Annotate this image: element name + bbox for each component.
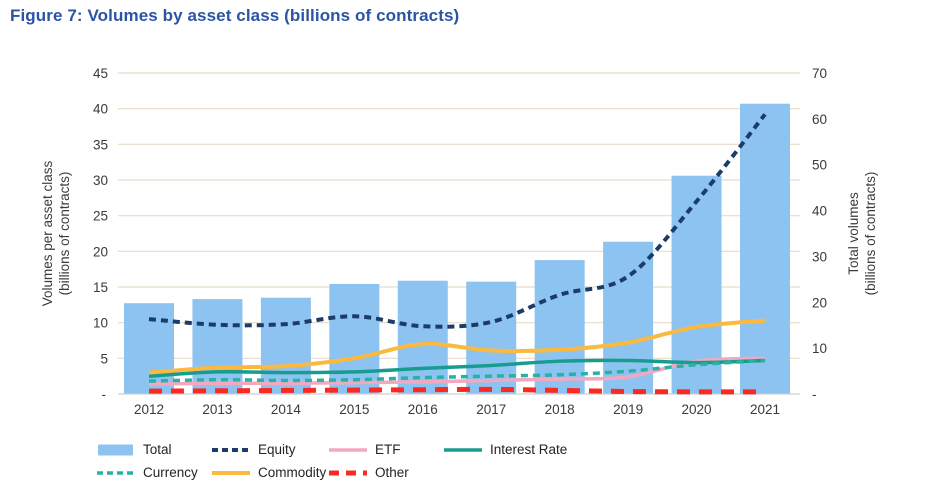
svg-text:2015: 2015 [339, 402, 369, 417]
legend-swatch-total [98, 444, 133, 456]
bar-2016 [397, 280, 448, 394]
svg-text:(billions of contracts): (billions of contracts) [57, 172, 72, 296]
line-series [148, 113, 767, 395]
left-axis-title: Volumes per asset class (billions of cont… [40, 160, 72, 306]
legend-label-total: Total [143, 442, 172, 457]
legend-swatch-currency [97, 471, 135, 475]
svg-text:2018: 2018 [545, 402, 575, 417]
line-currency [148, 358, 766, 383]
legend-label-commodity: Commodity [258, 465, 327, 480]
legend-swatch-equity [212, 448, 250, 452]
total-bars [124, 103, 790, 394]
bar-2021 [740, 103, 790, 394]
bar-2018 [534, 260, 585, 394]
line-commodity [148, 318, 766, 375]
svg-text:50: 50 [812, 158, 827, 173]
svg-text:2019: 2019 [613, 402, 643, 417]
svg-text:45: 45 [93, 66, 108, 81]
svg-text:40: 40 [812, 204, 827, 219]
legend-item-currency: Currency [96, 466, 198, 480]
svg-text:2013: 2013 [202, 402, 232, 417]
bar-2012 [124, 303, 174, 394]
svg-text:Volumes per asset class: Volumes per asset class [40, 160, 55, 306]
svg-text:2017: 2017 [476, 402, 506, 417]
svg-text:2012: 2012 [134, 402, 164, 417]
svg-text:40: 40 [93, 102, 108, 117]
x-axis-labels: 2012 2013 2014 2015 2016 2017 2018 2019 2020 2021 [134, 402, 780, 417]
bar-2020 [671, 175, 722, 394]
legend-label-etf: ETF [375, 442, 401, 457]
svg-text:2020: 2020 [682, 402, 712, 417]
legend-item-interest-rate: Interest Rate [443, 443, 567, 457]
legend-swatch-other [329, 470, 367, 476]
svg-text:30: 30 [812, 249, 827, 264]
svg-text:15: 15 [93, 280, 108, 295]
legend-label-interest-rate: Interest Rate [490, 442, 568, 457]
line-other [148, 386, 766, 395]
right-axis-title: Total volumes (billions of contracts) [846, 172, 878, 296]
right-axis-ticks: 10 20 30 40 50 60 70 - [812, 66, 827, 402]
legend-item-other: Other [328, 466, 409, 480]
svg-text:2014: 2014 [271, 402, 302, 417]
legend-swatch-commodity [212, 471, 250, 475]
svg-text:35: 35 [93, 137, 108, 152]
svg-text:25: 25 [93, 209, 108, 224]
svg-text:20: 20 [93, 244, 108, 259]
figure-title: Figure 7: Volumes by asset class (billio… [10, 6, 460, 25]
svg-text:Total volumes: Total volumes [846, 192, 861, 275]
bar-2014 [260, 297, 311, 394]
svg-text:60: 60 [812, 112, 827, 127]
svg-text:5: 5 [100, 351, 108, 366]
line-interest-rate [148, 358, 766, 378]
legend-label-currency: Currency [143, 465, 198, 480]
bar-2015 [329, 283, 380, 394]
svg-text:10: 10 [93, 316, 108, 331]
legend-swatch-interest-rate [444, 448, 482, 452]
legend-item-etf: ETF [328, 443, 401, 457]
svg-text:-: - [812, 387, 817, 402]
svg-text:-: - [102, 387, 107, 402]
legend-swatch-etf [329, 448, 367, 452]
legend-item-total: Total [96, 443, 172, 457]
svg-text:2021: 2021 [750, 402, 780, 417]
svg-text:10: 10 [812, 341, 827, 356]
legend-item-equity: Equity [211, 443, 296, 457]
legend-label-other: Other [375, 465, 409, 480]
left-axis-ticks: 5 10 15 20 25 30 35 40 45 - [93, 66, 108, 402]
svg-text:30: 30 [93, 173, 108, 188]
svg-text:20: 20 [812, 295, 827, 310]
legend-item-commodity: Commodity [211, 466, 326, 480]
legend-label-equity: Equity [258, 442, 296, 457]
line-etf [148, 356, 766, 386]
svg-text:2016: 2016 [408, 402, 438, 417]
svg-text:70: 70 [812, 66, 827, 81]
svg-text:(billions of contracts): (billions of contracts) [863, 172, 878, 296]
line-equity [148, 113, 767, 329]
